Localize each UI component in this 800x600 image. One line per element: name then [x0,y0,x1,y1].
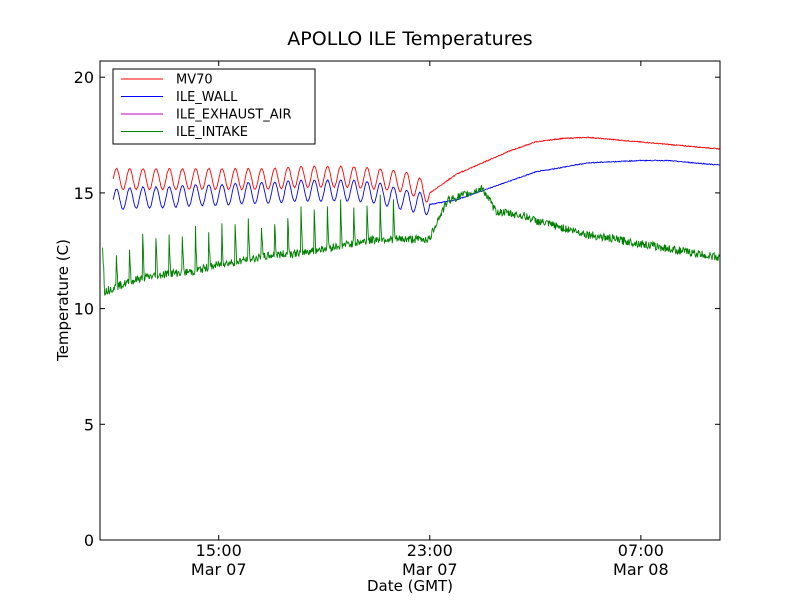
legend-label-mv70: MV70 [176,73,213,88]
x-tick-label-time: 23:00 [407,541,453,560]
x-tick-label-date: Mar 07 [402,560,458,579]
series-line-ile-wall [112,159,720,216]
y-tick-label: 0 [84,531,94,550]
legend-label-ile-intake: ILE_INTAKE [176,125,248,140]
x-tick-label-time: 15:00 [196,541,242,560]
series-layer [102,136,720,296]
plot-frame [99,60,721,541]
x-tick-label-date: Mar 08 [613,560,669,579]
y-tick-label: 5 [84,415,94,434]
x-tick-label-time: 07:00 [618,541,664,560]
y-axis-label: Temperature (C) [54,239,72,362]
legend: MV70 ILE_WALL ILE_EXHAUST_AIR ILE_INTAKE [112,68,316,145]
legend-label-ile-wall: ILE_WALL [176,90,238,105]
series-line-mv70 [112,136,720,203]
legend-label-ile-exhaust-air: ILE_EXHAUST_AIR [176,108,292,123]
y-tick-label: 10 [74,300,94,319]
y-tick-label: 15 [74,184,94,203]
series-line-ile-intake [102,184,720,296]
chart-title: APOLLO ILE Temperatures [287,28,532,50]
y-tick-label: 20 [74,68,94,87]
x-axis-label: Date (GMT) [367,577,453,595]
x-tick-label-date: Mar 07 [191,560,247,579]
